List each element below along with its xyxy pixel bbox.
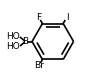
Text: HO: HO [6,32,20,41]
Text: HO: HO [6,42,20,51]
Text: B: B [22,37,28,46]
Text: Br: Br [34,61,44,70]
Text: F: F [36,13,41,22]
Text: I: I [66,13,69,22]
